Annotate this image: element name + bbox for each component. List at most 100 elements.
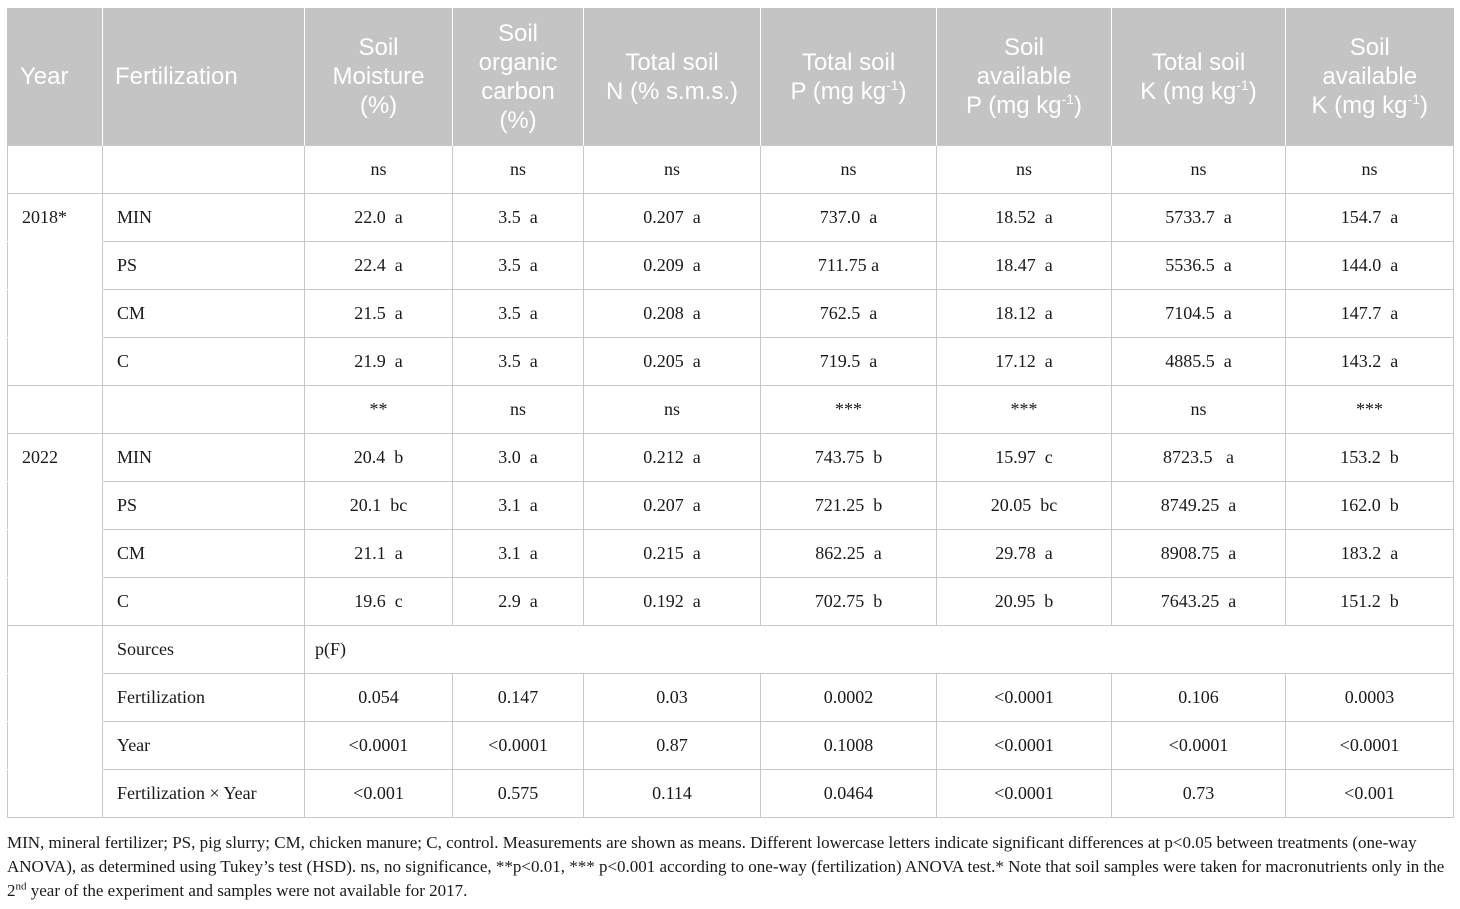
table-cell: 4885.5 a xyxy=(1111,337,1286,386)
table-cell: 3.1 a xyxy=(452,529,584,578)
table-cell: 0.208 a xyxy=(583,289,761,338)
table-cell: 721.25 b xyxy=(760,481,937,530)
column-header: Total soil N (% s.m.s.) xyxy=(583,8,761,146)
p-value: <0.0001 xyxy=(452,721,584,770)
table-cell: ns xyxy=(760,145,937,194)
table-cell: 18.52 a xyxy=(936,193,1112,242)
table-cell: 862.25 a xyxy=(760,529,937,578)
fertilization-cell: PS xyxy=(102,481,305,530)
column-header: Soil available P (mg kg-1) xyxy=(936,8,1112,146)
p-value: <0.0001 xyxy=(304,721,453,770)
table-cell: ns xyxy=(304,145,453,194)
table-cell: 762.5 a xyxy=(760,289,937,338)
table-cell: 143.2 a xyxy=(1285,337,1454,386)
table-row: CM 21.5 a 3.5 a 0.208 a 762.5 a 18.12 a 7104.5… xyxy=(7,289,1454,338)
year-cell: 2018* xyxy=(7,193,103,242)
table-body: ns ns ns ns ns ns ns 2018* MIN 22.0 a 3.5 a 0.207 a… xyxy=(7,145,1454,818)
p-value: <0.0001 xyxy=(936,769,1112,818)
p-value: 0.147 xyxy=(452,673,584,722)
table-cell: 18.47 a xyxy=(936,241,1112,290)
fertilization-cell: CM xyxy=(102,289,305,338)
p-value: 0.0003 xyxy=(1285,673,1454,722)
table-cell: *** xyxy=(936,385,1112,434)
table-cell: 20.05 bc xyxy=(936,481,1112,530)
table-cell: ns xyxy=(583,385,761,434)
table-row: ns ns ns ns ns ns ns xyxy=(7,145,1454,194)
soil-properties-table: Year Fertilization Soil Moisture (%) Soil orga… xyxy=(7,8,1454,818)
table-cell: 0.205 a xyxy=(583,337,761,386)
table-row: 2018* MIN 22.0 a 3.5 a 0.207 a 737.0 a 18.52 a… xyxy=(7,193,1454,242)
year-cell xyxy=(7,769,103,818)
year-cell xyxy=(7,625,103,674)
table-cell: 18.12 a xyxy=(936,289,1112,338)
table-row: CM 21.1 a 3.1 a 0.215 a 862.25 a 29.78 a 8908.… xyxy=(7,529,1454,578)
sources-label: Sources xyxy=(102,625,305,674)
p-value: 0.0464 xyxy=(760,769,937,818)
table-cell: 22.4 a xyxy=(304,241,453,290)
p-value: <0.0001 xyxy=(1285,721,1454,770)
table-cell: 737.0 a xyxy=(760,193,937,242)
p-value: <0.0001 xyxy=(936,721,1112,770)
year-cell xyxy=(7,529,103,578)
fertilization-cell: PS xyxy=(102,241,305,290)
table-cell: 20.1 bc xyxy=(304,481,453,530)
table-row: PS 20.1 bc 3.1 a 0.207 a 721.25 b 20.05 bc 874… xyxy=(7,481,1454,530)
table-cell: 8749.25 a xyxy=(1111,481,1286,530)
table-cell: 0.192 a xyxy=(583,577,761,626)
table-cell: 3.0 a xyxy=(452,433,584,482)
table-cell: ns xyxy=(583,145,761,194)
table-cell: ns xyxy=(1285,145,1454,194)
year-cell xyxy=(7,577,103,626)
table-cell: 183.2 a xyxy=(1285,529,1454,578)
p-value: 0.03 xyxy=(583,673,761,722)
table-cell: 8908.75 a xyxy=(1111,529,1286,578)
column-header: Year xyxy=(7,8,103,146)
column-header: Soil available K (mg kg-1) xyxy=(1285,8,1454,146)
p-value: 0.0002 xyxy=(760,673,937,722)
table-cell: 719.5 a xyxy=(760,337,937,386)
table-cell: 21.1 a xyxy=(304,529,453,578)
p-value: 0.114 xyxy=(583,769,761,818)
table-row: ** ns ns *** *** ns *** xyxy=(7,385,1454,434)
stats-row: Fertilization × Year <0.001 0.575 0.114 0.04… xyxy=(7,769,1454,818)
table-cell: 20.95 b xyxy=(936,577,1112,626)
table-cell: 0.207 a xyxy=(583,481,761,530)
p-value: <0.001 xyxy=(1285,769,1454,818)
year-cell xyxy=(7,721,103,770)
table-cell: 3.5 a xyxy=(452,337,584,386)
source-name: Year xyxy=(102,721,305,770)
footnote-text: MIN, mineral fertilizer; PS, pig slurry;… xyxy=(7,833,1445,900)
table-cell: *** xyxy=(760,385,937,434)
column-header: Total soil K (mg kg-1) xyxy=(1111,8,1286,146)
table-cell: 22.0 a xyxy=(304,193,453,242)
sources-value: p(F) xyxy=(304,625,1454,674)
table-cell: 15.97 c xyxy=(936,433,1112,482)
table-header: Year Fertilization Soil Moisture (%) Soil orga… xyxy=(7,8,1454,146)
table-cell: 0.209 a xyxy=(583,241,761,290)
table-cell: 702.75 b xyxy=(760,577,937,626)
p-value: <0.0001 xyxy=(936,673,1112,722)
fertilization-cell xyxy=(102,145,305,194)
table-cell: 21.5 a xyxy=(304,289,453,338)
year-cell xyxy=(7,145,103,194)
year-cell xyxy=(7,385,103,434)
fertilization-cell: MIN xyxy=(102,433,305,482)
p-value: 0.106 xyxy=(1111,673,1286,722)
table-cell: 162.0 b xyxy=(1285,481,1454,530)
table-cell: 147.7 a xyxy=(1285,289,1454,338)
year-cell xyxy=(7,673,103,722)
fertilization-cell: C xyxy=(102,577,305,626)
p-value: 0.054 xyxy=(304,673,453,722)
table-cell: 711.75 a xyxy=(760,241,937,290)
table-row: 2022 MIN 20.4 b 3.0 a 0.212 a 743.75 b 15.97 c… xyxy=(7,433,1454,482)
table-cell: ns xyxy=(452,385,584,434)
table-cell: 19.6 c xyxy=(304,577,453,626)
table-cell: 0.207 a xyxy=(583,193,761,242)
year-cell xyxy=(7,481,103,530)
source-name: Fertilization × Year xyxy=(102,769,305,818)
footnote-superscript: nd xyxy=(15,880,27,893)
column-header: Soil Moisture (%) xyxy=(304,8,453,146)
column-header: Total soil P (mg kg-1) xyxy=(760,8,937,146)
table-cell: 7643.25 a xyxy=(1111,577,1286,626)
p-value: <0.0001 xyxy=(1111,721,1286,770)
